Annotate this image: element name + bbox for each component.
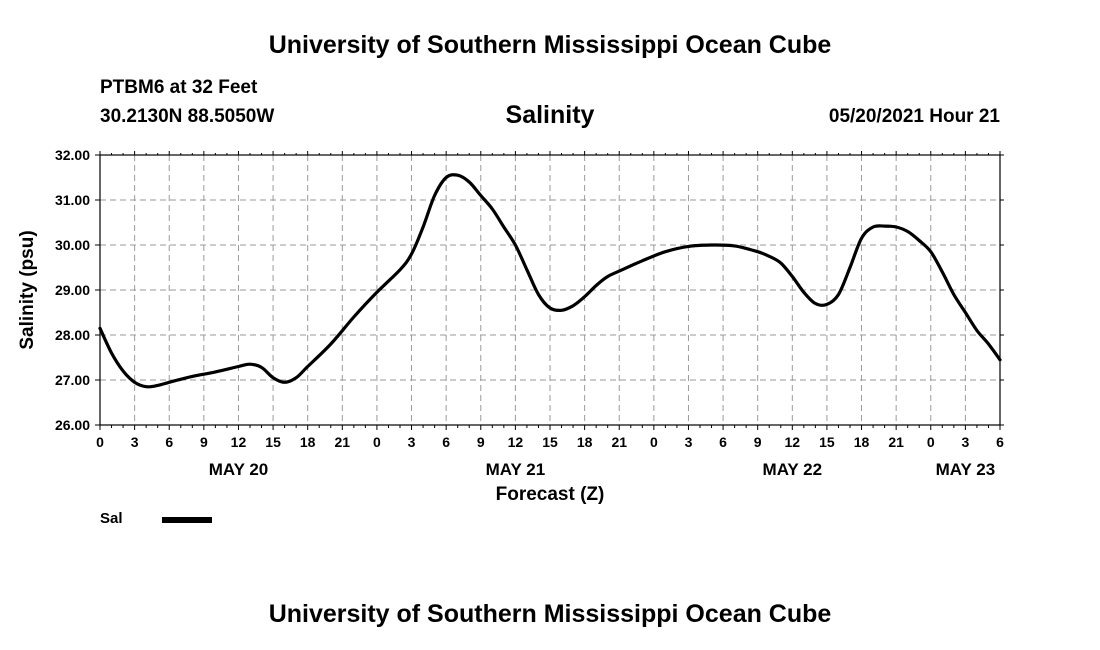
x-tick-label: 6 — [442, 434, 450, 450]
x-tick-label: 18 — [854, 434, 870, 450]
x-tick-label: 6 — [165, 434, 173, 450]
station-label: PTBM6 at 32 Feet — [100, 77, 258, 98]
x-tick-label: 15 — [265, 434, 281, 450]
x-tick-label: 12 — [508, 434, 524, 450]
y-axis-label: Salinity (psu) — [17, 230, 38, 349]
x-axis-label: Forecast (Z) — [496, 484, 605, 505]
figure-title-bottom: University of Southern Mississippi Ocean… — [268, 600, 832, 628]
day-label: MAY 20 — [209, 460, 269, 479]
x-tick-label: 3 — [131, 434, 139, 450]
day-label: MAY 21 — [486, 460, 546, 479]
x-tick-label: 0 — [927, 434, 935, 450]
y-tick-label: 30.00 — [55, 237, 90, 253]
legend-line-swatch — [162, 517, 212, 523]
x-tick-label: 3 — [961, 434, 969, 450]
y-tick-label: 32.00 — [55, 147, 90, 163]
day-label: MAY 23 — [936, 460, 996, 479]
x-tick-label: 15 — [542, 434, 558, 450]
axes: 26.00 27.00 28.00 29.00 30.00 31.00 32.00 0 3 6 9 1… — [55, 147, 1004, 479]
x-tick-label: 0 — [96, 434, 104, 450]
x-tick-label: 9 — [477, 434, 485, 450]
legend-label: Sal — [100, 510, 123, 527]
x-tick-label: 6 — [719, 434, 727, 450]
forecast-date-hour: 05/20/2021 Hour 21 — [828, 106, 1000, 127]
x-tick-label: 21 — [611, 434, 627, 450]
grid — [100, 155, 1000, 425]
y-tick-label: 29.00 — [55, 282, 90, 298]
x-tick-label: 6 — [996, 434, 1004, 450]
x-tick-label: 0 — [650, 434, 658, 450]
x-tick-label: 15 — [819, 434, 835, 450]
figure-title-top: University of Southern Mississippi Ocean… — [268, 31, 832, 59]
y-tick-label: 31.00 — [55, 192, 90, 208]
x-tick-label: 3 — [408, 434, 416, 450]
chart-title: Salinity — [505, 101, 595, 129]
y-tick-label: 27.00 — [55, 372, 90, 388]
x-tick-label: 18 — [300, 434, 316, 450]
x-tick-label: 18 — [577, 434, 593, 450]
y-tick-label: 28.00 — [55, 327, 90, 343]
x-tick-label: 21 — [888, 434, 904, 450]
series-line-sal — [98, 173, 1002, 389]
station-coordinates: 30.2130N 88.5050W — [100, 106, 275, 127]
x-tick-label: 12 — [231, 434, 247, 450]
x-tick-label: 0 — [373, 434, 381, 450]
day-label: MAY 22 — [763, 460, 823, 479]
y-tick-label: 26.00 — [55, 417, 90, 433]
x-tick-label: 12 — [785, 434, 801, 450]
x-tick-label: 3 — [685, 434, 693, 450]
x-tick-label: 21 — [335, 434, 351, 450]
x-tick-label: 9 — [754, 434, 762, 450]
x-tick-label: 9 — [200, 434, 208, 450]
